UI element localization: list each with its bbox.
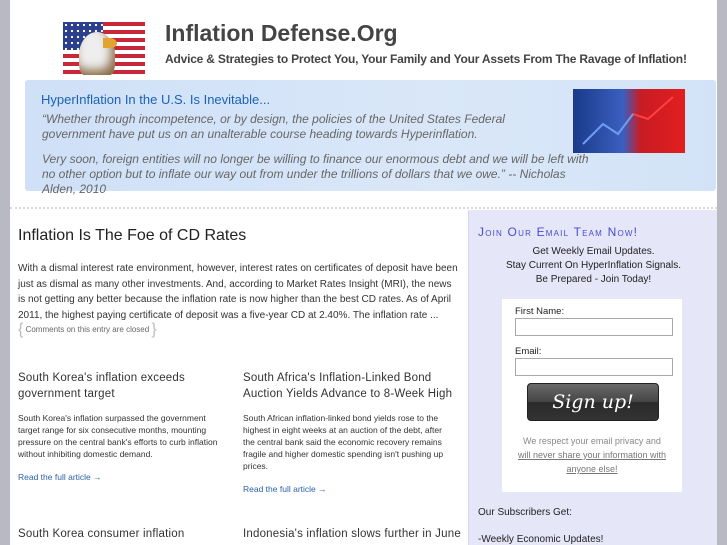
- email-team-title: Join Our Email Team Now!: [478, 225, 639, 239]
- sidebar: Join Our Email Team Now! Get Weekly Emai…: [468, 210, 717, 545]
- read-more-link[interactable]: Read the full article →: [243, 484, 327, 494]
- first-name-input[interactable]: [515, 318, 673, 336]
- comments-note: { Comments on this entry are closed }: [18, 321, 157, 338]
- comments-text: Comments on this entry are closed: [25, 325, 150, 335]
- page: Inflation Defense.Org Advice & Strategie…: [10, 0, 717, 545]
- privacy-link[interactable]: will never share your information with a…: [517, 450, 667, 474]
- article-card: South Africa's Inflation-Linked Bond Auc…: [243, 371, 453, 494]
- post-excerpt: With a dismal interest rate environment,…: [18, 263, 458, 321]
- site-title[interactable]: Inflation Defense.Org: [165, 20, 398, 46]
- article-card: South Korea consumer inflation: [18, 527, 228, 543]
- intro-line: Get Weekly Email Updates.: [532, 246, 655, 257]
- sign-up-button[interactable]: Sign up!: [527, 383, 659, 421]
- benefit-item: -Weekly Economic Updates!: [478, 534, 604, 545]
- article-title[interactable]: Indonesia's inflation slows further in J…: [243, 528, 461, 540]
- read-more-link[interactable]: Read the full article →: [18, 472, 102, 482]
- email-label: Email:: [515, 346, 542, 357]
- stock-chart-image: [573, 89, 685, 153]
- subscribers-get-heading: Our Subscribers Get:: [478, 507, 572, 518]
- banner-quote-2: Very soon, foreign entities will no long…: [42, 152, 589, 196]
- divider: [10, 207, 717, 209]
- article-title[interactable]: South Africa's Inflation-Linked Bond Auc…: [243, 372, 453, 400]
- hyperinflation-banner: HyperInflation In the U.S. Is Inevitable…: [25, 80, 716, 196]
- site-tagline: Advice & Strategies to Protect You, Your…: [165, 52, 687, 66]
- article-summary: South Korea's inflation surpassed the go…: [18, 413, 218, 459]
- signup-form: First Name: Email: Sign up! We respect y…: [502, 299, 682, 492]
- article-card: Indonesia's inflation slows further in J…: [243, 527, 468, 543]
- privacy-text: We respect your email privacy and: [523, 436, 661, 446]
- intro-line: Stay Current On HyperInflation Signals.: [505, 260, 682, 271]
- email-input[interactable]: [515, 358, 673, 376]
- post-title[interactable]: Inflation Is The Foe of CD Rates: [18, 227, 247, 244]
- main-content: Inflation Is The Foe of CD Rates With a …: [10, 210, 468, 545]
- article-summary: South African inflation-linked bond yiel…: [243, 413, 444, 471]
- first-name-label: First Name:: [515, 306, 565, 317]
- eagle-flag-logo[interactable]: [63, 22, 145, 75]
- article-title[interactable]: South Korea's inflation exceeds governme…: [18, 372, 185, 400]
- banner-heading: HyperInflation In the U.S. Is Inevitable…: [41, 92, 271, 107]
- article-title[interactable]: South Korea consumer inflation: [18, 528, 185, 540]
- signup-intro: Get Weekly Email Updates. Stay Current O…: [469, 245, 718, 287]
- banner-quote-1: “Whether through incompetence, or by des…: [42, 112, 505, 141]
- article-card: South Korea's inflation exceeds governme…: [18, 371, 228, 482]
- intro-line: Be Prepared - Join Today!: [535, 274, 652, 285]
- privacy-note: We respect your email privacy and will n…: [502, 434, 682, 476]
